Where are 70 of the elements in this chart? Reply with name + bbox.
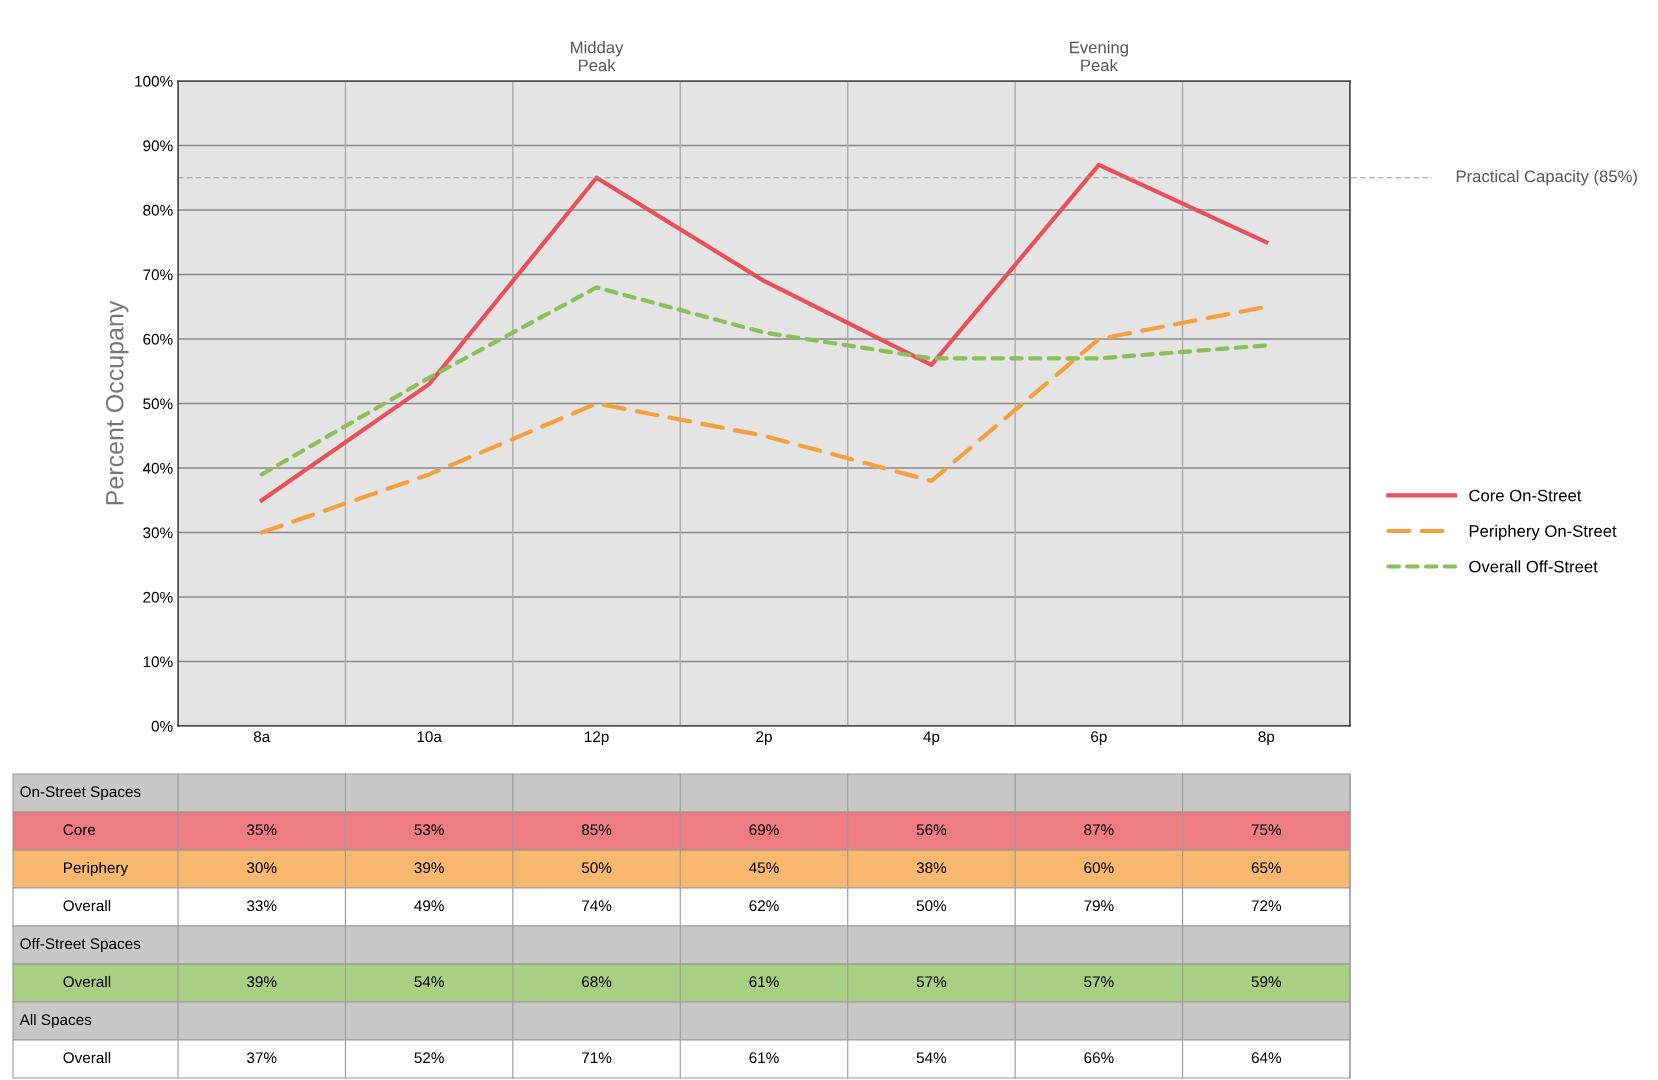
text: 79% [1084,900,1114,912]
text: 52% [414,1052,444,1064]
text: 64% [1251,1052,1282,1064]
data-label: 54% [414,976,444,988]
data-label: 68% [582,976,612,988]
y-tick-label: 0% [151,720,173,732]
y-tick-label: 90% [143,140,173,152]
data-label: 38% [916,862,947,874]
text: 61% [749,1052,779,1064]
data-label: 65% [1251,862,1282,874]
line-series [259,162,1269,503]
data-label: 39% [247,976,277,988]
y-tick-label: 50% [143,398,173,410]
data-label: 53% [414,824,444,836]
y-tick-label: 100% [135,75,173,87]
text: Overall [63,975,111,988]
x-tick-label: 8p [1258,731,1275,746]
data-label: 56% [916,824,947,836]
line-series [259,285,1269,477]
data-label: 57% [916,976,947,988]
data-label: 57% [1084,976,1114,988]
text: 49% [414,900,444,912]
text: Overall [63,1051,111,1064]
y-axis-title: Percent Occupany [105,300,129,505]
x-tick-label: 6p [1091,731,1107,746]
y-tick-label: 40% [142,462,173,474]
data-label: 69% [749,824,779,836]
data-label: 45% [749,862,779,874]
y-tick-label: 20% [143,591,173,603]
data-label: 30% [247,862,277,874]
text: 71% [582,1052,612,1064]
data-label: 39% [414,862,444,874]
text: Periphery [63,861,129,877]
x-tick-label: 10a [417,731,442,743]
data-label: 85% [581,824,612,836]
text: 74% [582,900,612,912]
text: 54% [916,1052,947,1064]
data-label: 75% [1251,824,1282,836]
text: 72% [1251,900,1282,912]
x-tick-label: 8a [253,731,271,743]
y-tick-label: 10% [143,656,173,668]
data-label: 60% [1084,862,1114,874]
legend-label: Overall Off-Street [1469,560,1598,573]
data-label: 59% [1251,976,1282,988]
y-tick-label: 80% [143,204,173,216]
data-label: 87% [1084,824,1114,836]
data-label: 61% [749,976,779,988]
text: 37% [247,1052,277,1064]
x-tick-label: 12p [584,731,609,746]
text: Off-Street Spaces [20,937,141,953]
ref-line-label: Practical Capacity (85%) [1456,169,1637,186]
text: Midday Peak [571,41,624,72]
x-tick-label: 2p [756,731,772,746]
text: 50% [916,900,947,912]
data-label: 50% [581,862,612,874]
data-label: 35% [247,824,277,836]
y-tick-label: 60% [143,333,173,345]
y-tick-label: 30% [143,527,173,539]
legend-label: Core On-Street [1469,489,1582,502]
legend-label: Periphery On-Street [1469,524,1617,541]
y-tick-label: 70% [143,269,173,281]
text: On-Street Spaces [20,786,141,801]
text: Overall [63,899,111,912]
text: Evening Peak [1070,41,1128,72]
x-tick-label: 4p [923,731,940,746]
text: All Spaces [19,1013,92,1029]
text: 66% [1084,1052,1114,1064]
text: Core [63,824,96,836]
text: 62% [749,900,779,912]
text: 33% [247,900,277,912]
